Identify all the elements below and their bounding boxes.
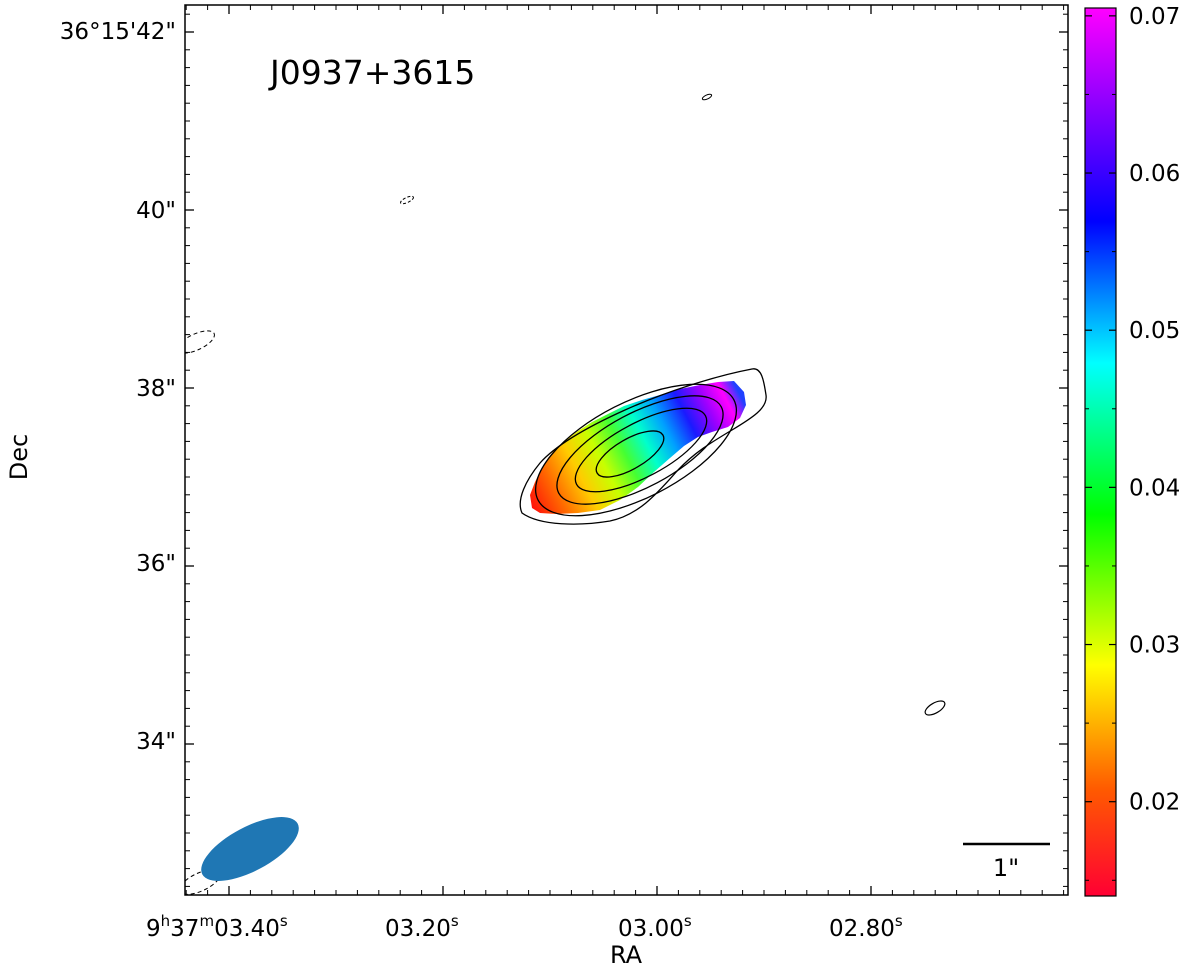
plot-title: J0937+3615 — [268, 53, 475, 92]
beam-ellipse — [201, 817, 299, 881]
contour-4 — [574, 407, 708, 493]
colorbar-tick-label: 0.03 — [1129, 633, 1180, 659]
noise-contour-dashed — [185, 330, 215, 354]
contour-2 — [534, 383, 738, 517]
y-axis-label: Dec — [5, 434, 33, 480]
contour-3 — [556, 395, 724, 505]
colorbar-tick-label: 0.05 — [1129, 318, 1180, 344]
colorbar-tick-label: 0.07 — [1129, 4, 1180, 30]
colorbar-ticks: 0.02 0.03 0.04 0.05 0.06 0.07 — [1085, 4, 1180, 881]
plot-frame — [184, 4, 1069, 896]
x-axis-label: RA — [610, 941, 643, 967]
colorbar-tick-label: 0.04 — [1129, 475, 1180, 501]
scale-bar-label: 1" — [993, 854, 1019, 882]
y-tick-label: 34" — [136, 729, 176, 755]
emission-heatmap — [530, 381, 746, 514]
axis-ticks — [185, 5, 1068, 895]
x-tick-label: 9h37m03.40s — [146, 912, 288, 942]
colorbar — [1084, 7, 1117, 897]
noise-contour — [701, 93, 713, 101]
y-tick-label: 40" — [136, 198, 176, 224]
noise-contour-dashed — [400, 195, 414, 205]
x-tick-label: 03.20s — [385, 912, 459, 942]
y-tick-label: 38" — [136, 376, 176, 402]
y-tick-label: 36°15'42" — [60, 19, 176, 45]
colorbar-tick-label: 0.02 — [1129, 790, 1180, 816]
contour-outer — [519, 368, 767, 525]
x-tick-label: 03.00s — [618, 912, 692, 942]
x-tick-label: 02.80s — [829, 912, 903, 942]
y-tick-label: 36" — [136, 551, 176, 577]
colorbar-tick-label: 0.06 — [1129, 161, 1180, 187]
noise-contour — [924, 700, 946, 716]
contour-5 — [595, 430, 665, 478]
